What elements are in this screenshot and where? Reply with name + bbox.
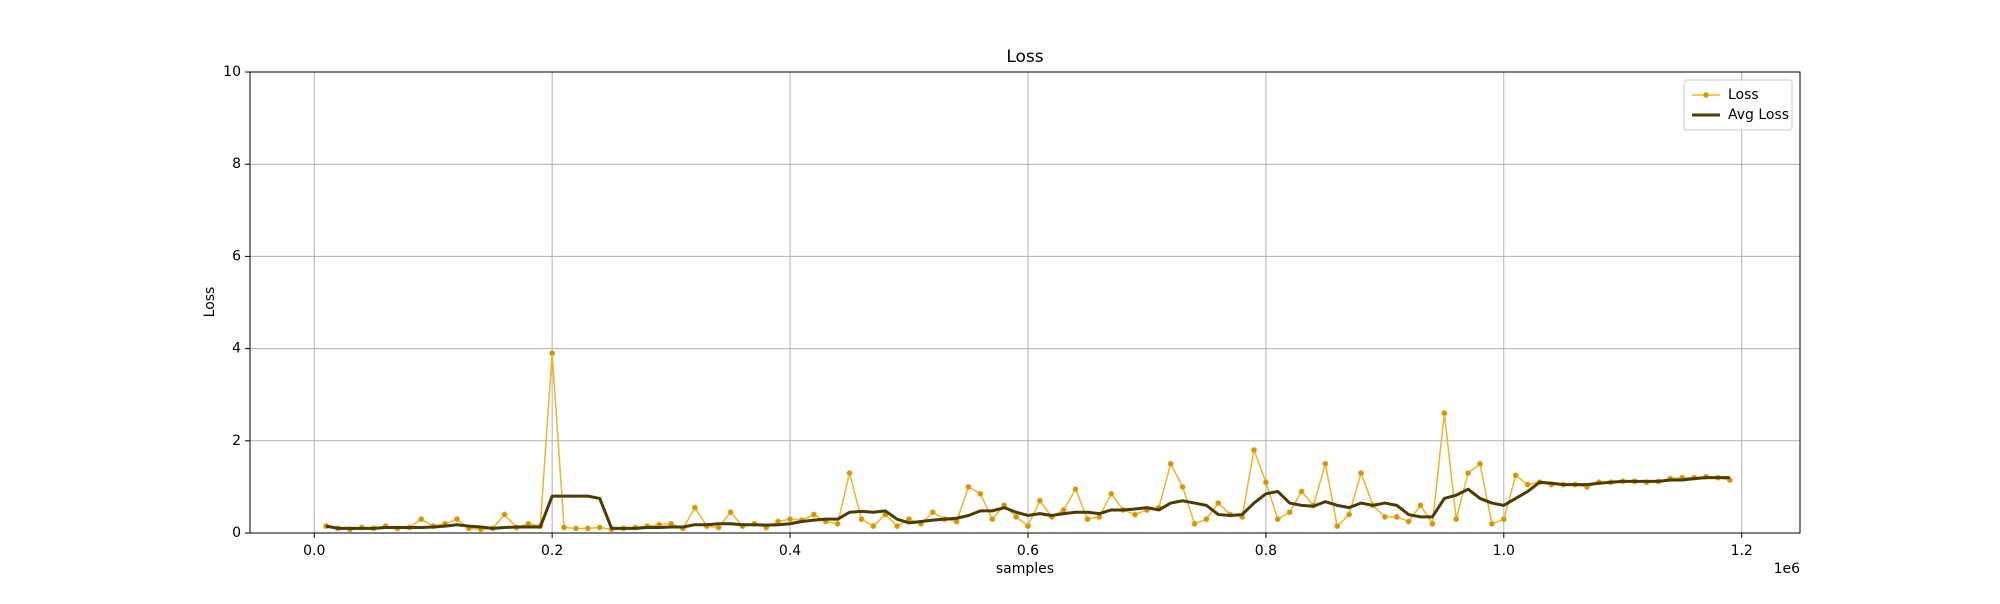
legend: Loss Avg Loss	[1683, 79, 1793, 131]
legend-label: Avg Loss	[1728, 107, 1789, 123]
data-point	[1334, 523, 1341, 530]
data-point	[1441, 410, 1448, 417]
data-point	[1393, 513, 1400, 520]
data-point	[1203, 516, 1210, 523]
y-tick-label: 4	[232, 341, 241, 357]
data-point	[561, 524, 568, 531]
data-point	[858, 516, 865, 523]
x-tick-label: 0.6	[1017, 543, 1039, 559]
data-point	[715, 524, 722, 531]
data-point	[1453, 516, 1460, 523]
legend-box	[1683, 79, 1793, 131]
data-point	[549, 350, 556, 357]
y-tick-label: 6	[232, 248, 241, 264]
y-tick-label: 8	[232, 156, 241, 172]
data-point	[810, 511, 817, 518]
data-point	[1477, 460, 1484, 467]
data-point	[1465, 470, 1472, 477]
data-point	[1024, 523, 1031, 530]
data-point	[1072, 486, 1079, 493]
data-point	[596, 524, 603, 531]
data-point	[1500, 516, 1507, 523]
data-point	[1108, 490, 1115, 497]
y-tick-label: 2	[232, 433, 241, 449]
data-point	[1167, 460, 1174, 467]
data-point	[1274, 516, 1281, 523]
data-point	[787, 516, 794, 523]
data-point	[1346, 511, 1353, 518]
data-point	[977, 490, 984, 497]
series-line	[325, 476, 1730, 530]
plot-frame	[249, 71, 1801, 534]
data-point	[1322, 460, 1329, 467]
data-point	[989, 516, 996, 523]
x-tick-label: 0.0	[303, 543, 325, 559]
data-point	[1191, 520, 1198, 527]
data-point	[501, 511, 508, 518]
data-point	[929, 509, 936, 516]
data-point	[870, 523, 877, 530]
data-point	[1381, 513, 1388, 520]
data-point	[1060, 506, 1067, 513]
data-point	[1215, 500, 1222, 507]
x-axis-label: samples	[996, 561, 1054, 577]
x-tick-label: 0.4	[779, 543, 801, 559]
data-point	[453, 516, 460, 523]
data-point	[727, 509, 734, 516]
y-tick-label: 10	[223, 64, 241, 80]
data-point	[1429, 520, 1436, 527]
legend-marker	[1703, 92, 1710, 99]
data-point	[1262, 479, 1269, 486]
data-point	[894, 523, 901, 530]
data-point	[418, 516, 425, 523]
data-point	[572, 525, 579, 532]
data-point	[1417, 502, 1424, 509]
chart-title: Loss	[1006, 47, 1043, 67]
data-point	[1286, 509, 1293, 516]
y-tick-label: 0	[232, 525, 241, 541]
x-tick-label: 0.8	[1255, 543, 1277, 559]
data-point	[1084, 516, 1091, 523]
data-point	[1358, 470, 1365, 477]
data-point	[965, 483, 972, 490]
data-point	[834, 520, 841, 527]
data-point	[691, 504, 698, 511]
data-point	[1524, 481, 1531, 488]
data-point	[1013, 513, 1020, 520]
x-tick-label: 1.2	[1731, 543, 1753, 559]
legend-label: Loss	[1728, 87, 1759, 103]
data-point	[846, 470, 853, 477]
data-point	[1405, 518, 1412, 525]
data-point	[1250, 447, 1257, 454]
data-point	[1298, 488, 1305, 495]
x-tick-label: 0.2	[541, 543, 563, 559]
data-point	[1036, 497, 1043, 504]
x-tick-label: 1.0	[1493, 543, 1515, 559]
data-point	[584, 525, 591, 532]
data-point	[1512, 472, 1519, 479]
data-point	[1132, 511, 1139, 518]
y-axis-label: Loss	[202, 287, 218, 318]
x-offset-label: 1e6	[1774, 561, 1801, 577]
data-point	[1488, 520, 1495, 527]
data-point	[1179, 483, 1186, 490]
